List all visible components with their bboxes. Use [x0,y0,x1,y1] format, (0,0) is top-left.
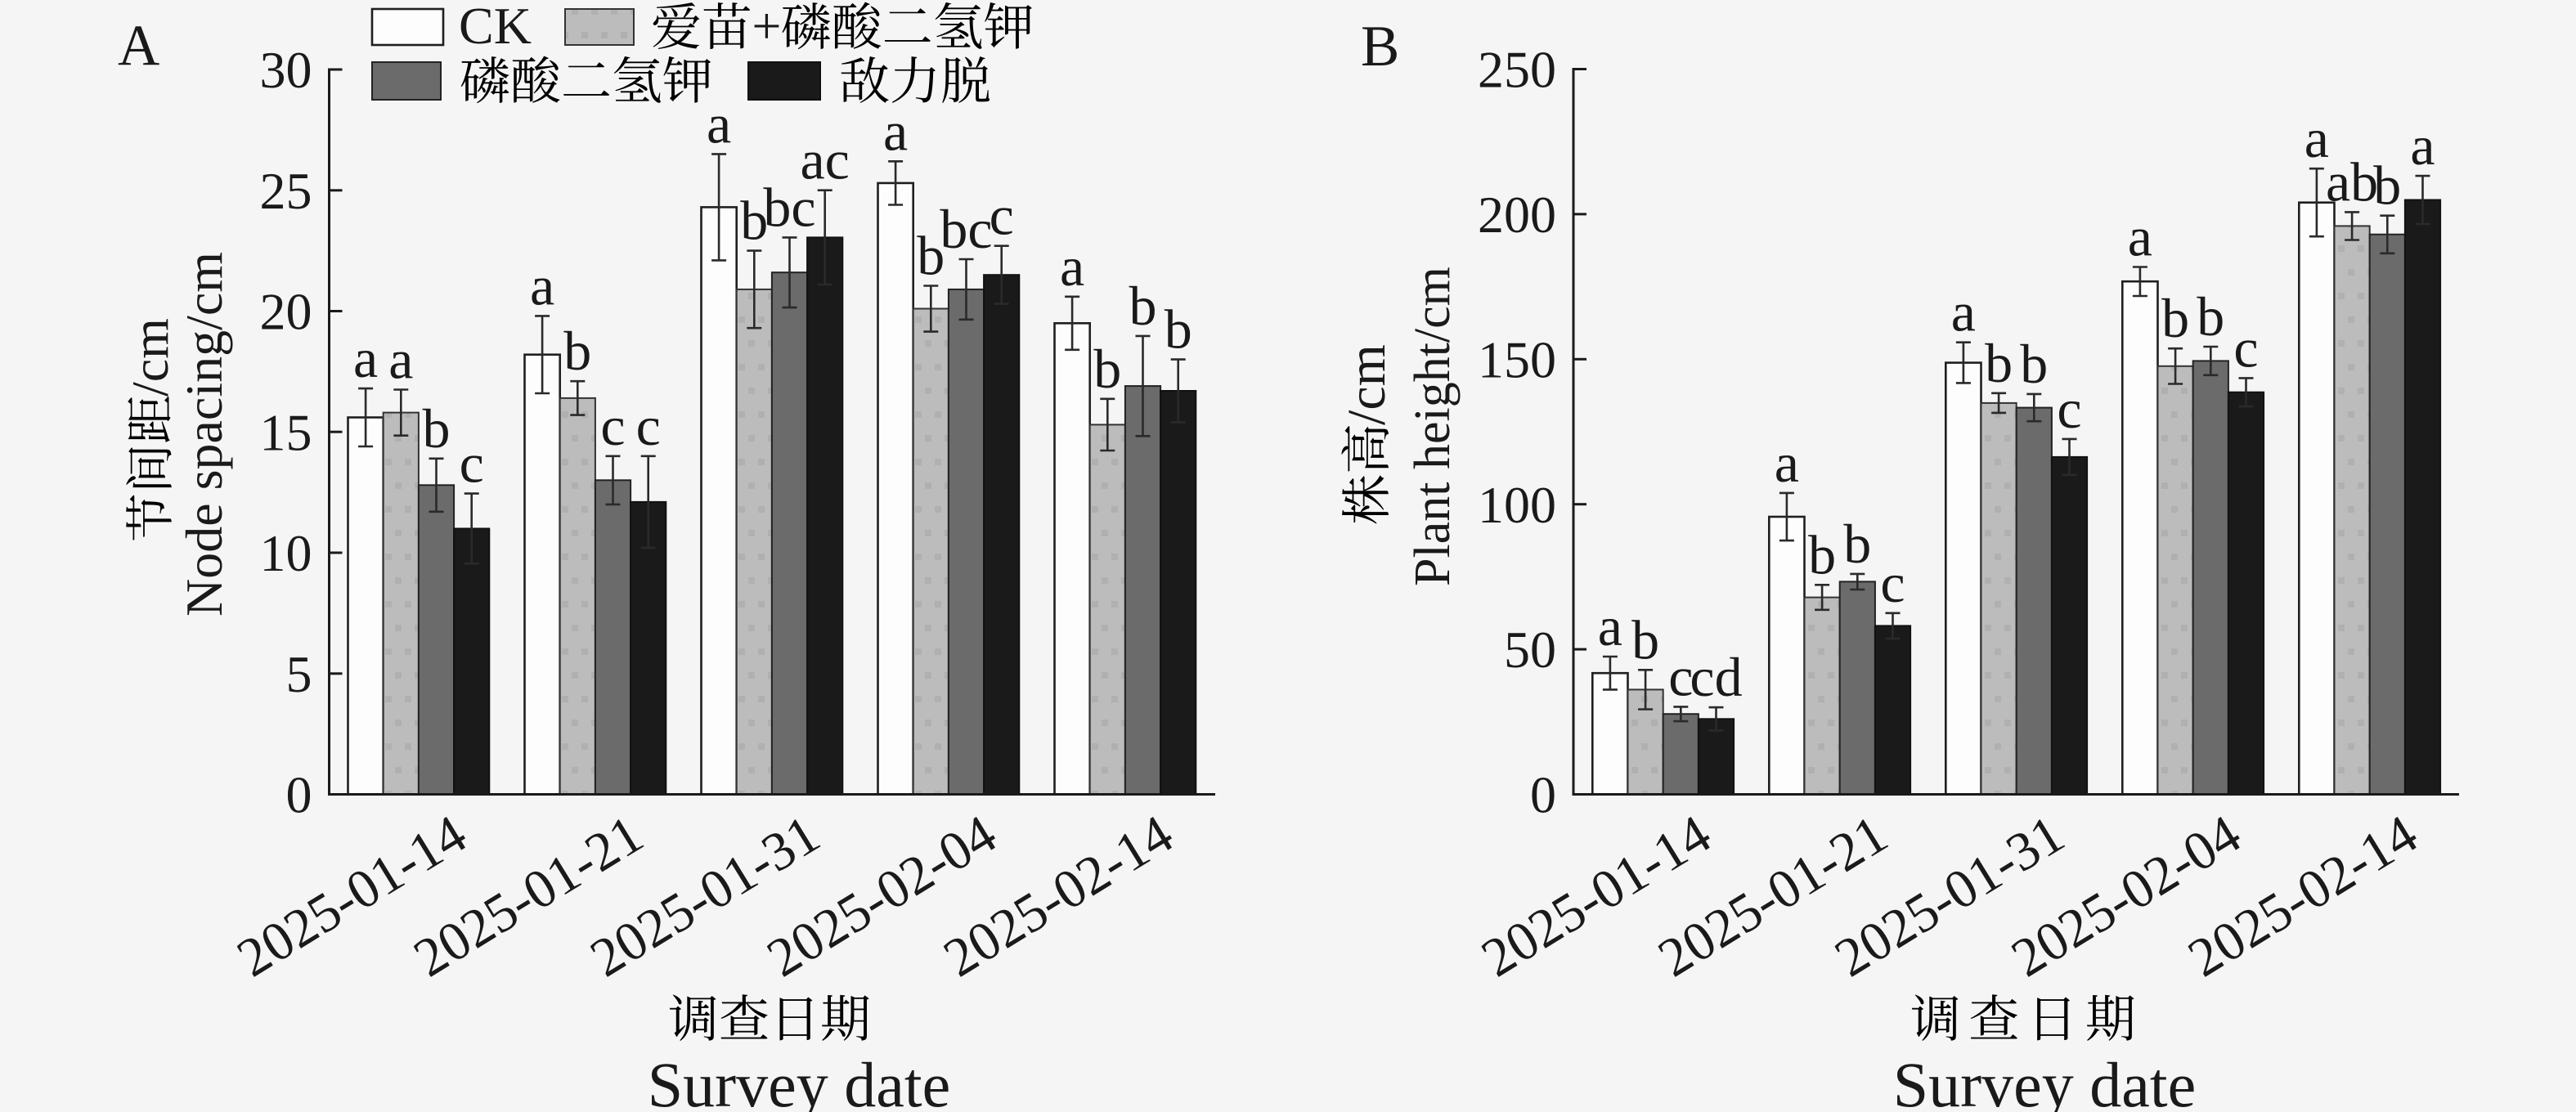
svg-text:c: c [460,433,484,495]
svg-text:a: a [1951,281,1976,343]
svg-text:b: b [2197,285,2224,348]
svg-text:0: 0 [1530,766,1556,824]
svg-text:c: c [2233,316,2258,379]
svg-text:b: b [1808,523,1836,585]
svg-text:50: 50 [1504,621,1556,679]
svg-text:30: 30 [260,41,312,99]
svg-text:b: b [740,190,768,252]
svg-text:a: a [1060,235,1084,298]
svg-text:b: b [1985,332,2013,394]
svg-text:a: a [2410,114,2435,177]
svg-text:bc: bc [940,198,992,260]
svg-text:Node spacing/cm: Node spacing/cm [175,252,233,617]
svg-text:b: b [563,320,591,382]
svg-text:a: a [883,100,908,162]
svg-text:100: 100 [1478,476,1556,534]
svg-text:c: c [600,395,625,457]
svg-text:a: a [1775,432,1799,494]
svg-text:B: B [1361,15,1399,78]
svg-text:25: 25 [260,162,312,220]
svg-text:a: a [2128,206,2152,268]
svg-text:a: a [707,92,731,155]
svg-text:5: 5 [286,645,312,703]
svg-text:10: 10 [260,524,312,582]
svg-text:ab: ab [2326,150,2378,213]
svg-text:c: c [990,185,1014,247]
svg-text:/cm: /cm [1337,344,1397,425]
svg-text:cd: cd [1690,646,1742,708]
svg-text:b: b [2020,333,2048,395]
svg-text:a: a [530,254,554,316]
svg-text:200: 200 [1478,186,1556,244]
svg-text:+: + [752,0,781,55]
svg-text:15: 15 [260,403,312,461]
svg-text:Plant height/cm: Plant height/cm [1405,267,1461,586]
svg-text:b: b [1165,298,1192,361]
svg-text:/cm: /cm [121,318,179,397]
svg-text:20: 20 [260,283,312,341]
svg-text:CK: CK [459,0,532,55]
svg-text:b: b [1129,275,1157,337]
svg-text:ac: ac [801,129,850,191]
svg-text:150: 150 [1478,330,1556,388]
svg-text:Survey date: Survey date [648,1049,950,1112]
svg-text:a: a [388,329,413,391]
svg-text:b: b [2161,287,2189,349]
svg-text:b: b [423,397,451,460]
svg-text:a: a [1598,595,1622,657]
svg-text:c: c [2057,378,2081,440]
svg-text:c: c [1880,552,1905,614]
svg-text:a: a [2304,107,2329,169]
svg-text:c: c [1668,645,1693,707]
svg-text:c: c [636,395,661,457]
svg-text:A: A [118,14,159,78]
svg-text:Survey date: Survey date [1893,1049,2196,1112]
svg-text:b: b [1843,513,1871,575]
svg-text:b: b [2373,155,2401,217]
svg-text:0: 0 [286,766,312,824]
svg-text:250: 250 [1478,41,1556,99]
svg-text:b: b [917,225,945,287]
svg-text:bc: bc [763,176,815,238]
svg-text:a: a [353,327,378,389]
svg-text:b: b [1631,608,1659,670]
svg-text:b: b [1093,338,1121,400]
